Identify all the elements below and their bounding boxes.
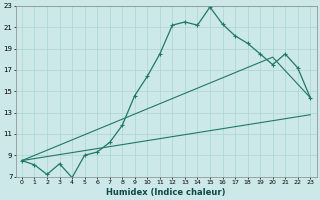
X-axis label: Humidex (Indice chaleur): Humidex (Indice chaleur) <box>106 188 226 197</box>
